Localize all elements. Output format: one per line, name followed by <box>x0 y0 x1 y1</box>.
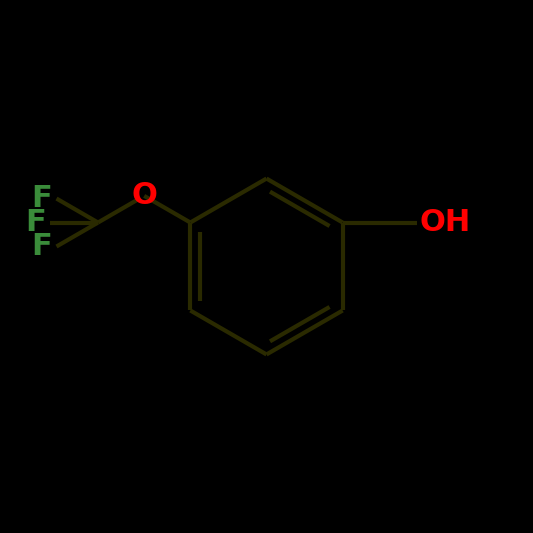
Text: F: F <box>31 232 52 261</box>
Text: OH: OH <box>420 208 471 237</box>
Text: F: F <box>31 184 52 213</box>
Text: F: F <box>25 208 46 237</box>
Text: O: O <box>131 181 157 211</box>
